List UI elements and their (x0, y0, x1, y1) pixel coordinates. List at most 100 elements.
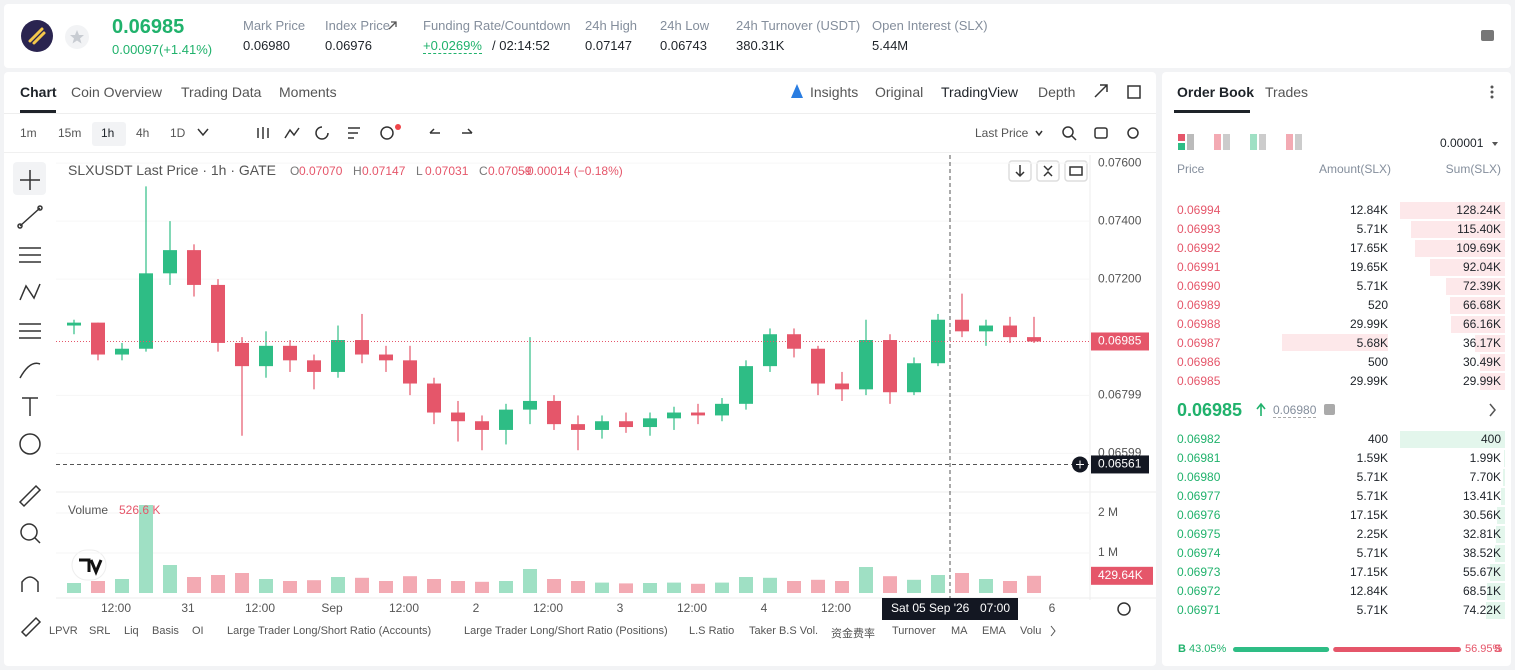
book-price[interactable]: 0.06987 (1177, 336, 1221, 350)
ohlc-key: L (416, 164, 423, 178)
tab[interactable]: Trading Data (181, 84, 262, 100)
active-tab-underline (20, 110, 56, 113)
interval[interactable]: 15m (58, 126, 82, 140)
book-amount: 520 (1367, 298, 1388, 312)
book-amount: 500 (1367, 355, 1388, 369)
interval[interactable]: 4h (136, 126, 150, 140)
candle-body (907, 363, 921, 393)
book-price[interactable]: 0.06991 (1177, 260, 1221, 274)
column-header: Sum(SLX) (1445, 162, 1501, 176)
tab[interactable]: Chart (20, 84, 57, 100)
interval[interactable]: 1m (20, 126, 37, 140)
book-price[interactable]: 0.06980 (1177, 470, 1221, 484)
book-sum: 72.39K (1462, 279, 1501, 293)
more-icon[interactable] (1489, 84, 1495, 100)
book-amount: 17.15K (1349, 565, 1388, 579)
indicator-tab[interactable]: 资金费率 (831, 628, 875, 640)
candle-body (331, 340, 345, 372)
y-tick-label: 0.07400 (1098, 213, 1142, 227)
tab[interactable]: Coin Overview (71, 84, 163, 100)
active-tab-underline (1174, 110, 1250, 113)
book-price[interactable]: 0.06990 (1177, 279, 1221, 293)
tab[interactable]: Moments (279, 84, 337, 100)
book-price[interactable]: 0.06982 (1177, 432, 1221, 446)
book-sum: 32.81K (1462, 527, 1501, 541)
layout-icon[interactable] (1480, 28, 1496, 44)
volume-bar (403, 576, 417, 593)
depth-bar (1496, 526, 1505, 543)
indicator-tab[interactable]: LPVR (49, 625, 78, 637)
book-tab[interactable]: Trades (1265, 84, 1309, 100)
book-sum: 30.49K (1462, 355, 1501, 369)
view-tab[interactable]: TradingView (941, 84, 1019, 100)
stat-value: 0.06743 (660, 38, 707, 53)
book-price[interactable]: 0.06974 (1177, 546, 1221, 560)
indicator-tab[interactable]: Liq (124, 625, 139, 637)
price-type[interactable]: Last Price (975, 126, 1029, 140)
book-price[interactable]: 0.06975 (1177, 527, 1221, 541)
book-price[interactable]: 0.06981 (1177, 451, 1221, 465)
indicator-tab[interactable]: Turnover (892, 625, 936, 637)
current-volume-label: 429.64K (1098, 568, 1143, 582)
book-price[interactable]: 0.06973 (1177, 565, 1221, 579)
indicator-tab[interactable]: SRL (89, 625, 111, 637)
favorite-star[interactable] (64, 24, 90, 50)
order-book-panel (1162, 72, 1511, 666)
indicator-tab[interactable]: L.S Ratio (689, 625, 735, 637)
depth-bar (1504, 450, 1505, 467)
book-price[interactable]: 0.06993 (1177, 222, 1221, 236)
book-price[interactable]: 0.06988 (1177, 317, 1221, 331)
book-price[interactable]: 0.06977 (1177, 489, 1221, 503)
precision[interactable]: 0.00001 (1440, 136, 1484, 150)
book-sum: 13.41K (1462, 489, 1501, 503)
volume-bar (379, 581, 393, 593)
book-price[interactable]: 0.06992 (1177, 241, 1221, 255)
sell-label: S (1494, 643, 1502, 655)
book-price[interactable]: 0.06972 (1177, 584, 1221, 598)
interval[interactable]: 1h (101, 126, 115, 140)
book-tab[interactable]: Order Book (1177, 84, 1255, 100)
volume-bar (427, 579, 441, 593)
mid-price: 0.06985 (1177, 400, 1243, 420)
indicator-tab[interactable]: Large Trader Long/Short Ratio (Accounts) (227, 625, 432, 637)
indicator-tab[interactable]: MA (951, 625, 968, 637)
book-price[interactable]: 0.06994 (1177, 203, 1221, 217)
x-tick-label: 12:00 (821, 601, 851, 615)
ohlc-value: 0.07070 (299, 164, 343, 178)
column-header: Amount(SLX) (1318, 162, 1391, 176)
book-price[interactable]: 0.06976 (1177, 508, 1221, 522)
indicator-tab[interactable]: OI (192, 625, 204, 637)
view-tab[interactable]: Depth (1038, 84, 1076, 100)
x-tick-label: 12:00 (101, 601, 131, 615)
drawing-tools[interactable] (17, 170, 43, 638)
ohlc-key: O (290, 164, 300, 178)
toolbar-icons[interactable] (197, 84, 1141, 616)
book-price[interactable]: 0.06971 (1177, 603, 1221, 617)
view-tab[interactable]: Insights (810, 84, 859, 100)
x-tick-label: 12:00 (389, 601, 419, 615)
view-tab[interactable]: Original (875, 84, 924, 100)
stat-label: Funding Rate/Countdown (423, 18, 571, 33)
book-price[interactable]: 0.06986 (1177, 355, 1221, 369)
book-sum: 38.52K (1462, 546, 1501, 560)
interval[interactable]: 1D (170, 126, 186, 140)
book-price[interactable]: 0.06989 (1177, 298, 1221, 312)
indicator-tab[interactable]: Basis (152, 625, 179, 637)
depth-bar (1487, 583, 1505, 600)
indicator-tab[interactable]: Taker B.S Vol. (749, 625, 819, 637)
stat-label: Mark Price (243, 18, 306, 33)
volume-bar (523, 569, 537, 593)
candle-body (355, 340, 369, 355)
book-amount: 29.99K (1349, 317, 1388, 331)
x-tick-label: 31 (181, 601, 195, 615)
book-view-icons[interactable] (1178, 134, 1318, 150)
book-price[interactable]: 0.06985 (1177, 374, 1221, 388)
x-tick-label: 12:00 (533, 601, 563, 615)
external-link-icon (388, 21, 397, 30)
indicator-tab[interactable]: Volu (1020, 625, 1042, 637)
indicator-tab[interactable]: Large Trader Long/Short Ratio (Positions… (464, 625, 668, 637)
x-tick-label: 12:00 (677, 601, 707, 615)
indicator-tab[interactable]: EMA (982, 625, 1006, 637)
volume-bar (667, 582, 681, 593)
